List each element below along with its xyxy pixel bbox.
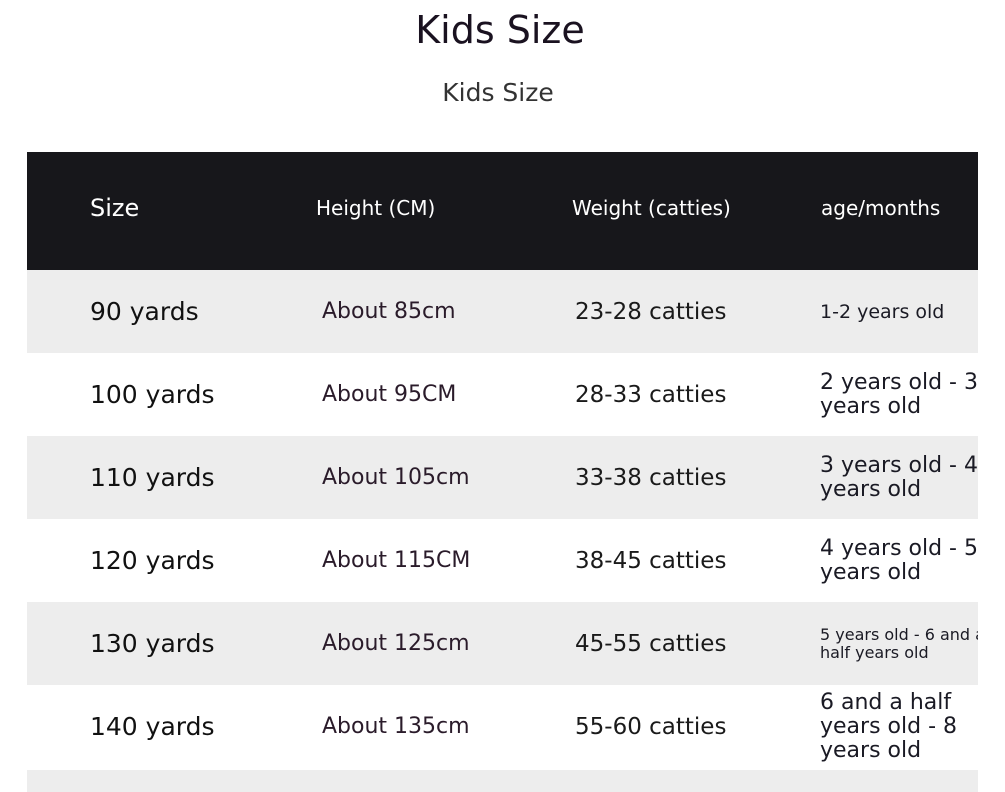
header-height: Height (CM) [316,196,436,220]
cell-age: 4 years old - 5 years old [820,535,978,585]
cell-height: About 105cm [322,465,470,490]
cell-weight: 45-55 catties [575,630,727,657]
cell-height: About 135cm [322,714,470,739]
cell-weight: 23-28 catties [575,298,727,325]
cell-height: About 95CM [322,382,457,407]
cell-height: About 125cm [322,631,470,656]
page-title: Kids Size [415,8,585,52]
table-row: 90 yards About 85cm 23-28 catties 1-2 ye… [27,270,978,353]
table-header-row: Size Height (CM) Weight (catties) age/mo… [27,152,978,270]
cell-age: 6 and a half years old - 8 years old [820,689,957,763]
cell-age: 3 years old - 4 years old [820,452,978,502]
header-weight: Weight (catties) [572,196,731,220]
cell-age: 1-2 years old [820,300,945,323]
cell-size: 130 yards [90,629,215,658]
cell-size: 100 yards [90,380,215,409]
cell-size: 140 yards [90,712,215,741]
cell-size: 110 yards [90,463,215,492]
cell-size: 120 yards [90,546,215,575]
size-table: Size Height (CM) Weight (catties) age/mo… [27,152,978,792]
cell-height: About 115CM [322,548,471,573]
cell-weight: 38-45 catties [575,547,727,574]
cell-age: 2 years old - 3 years old [820,369,978,419]
table-row: 130 yards About 125cm 45-55 catties 5 ye… [27,602,978,685]
cell-weight: 28-33 catties [575,381,727,408]
cell-weight: 55-60 catties [575,713,727,740]
table-row: 120 yards About 115CM 38-45 catties 4 ye… [27,519,978,602]
table-row-partial [27,770,978,792]
cell-age: 5 years old - 6 and a half years old [820,624,978,662]
table-row: 110 yards About 105cm 33-38 catties 3 ye… [27,436,978,519]
header-size: Size [90,194,140,222]
cell-weight: 33-38 catties [575,464,727,491]
header-age: age/months [821,196,941,220]
table-row: 140 yards About 135cm 55-60 catties 6 an… [27,685,978,768]
table-row: 100 yards About 95CM 28-33 catties 2 yea… [27,353,978,436]
page-subtitle: Kids Size [442,78,554,107]
cell-height: About 85cm [322,299,456,324]
cell-size: 90 yards [90,297,199,326]
